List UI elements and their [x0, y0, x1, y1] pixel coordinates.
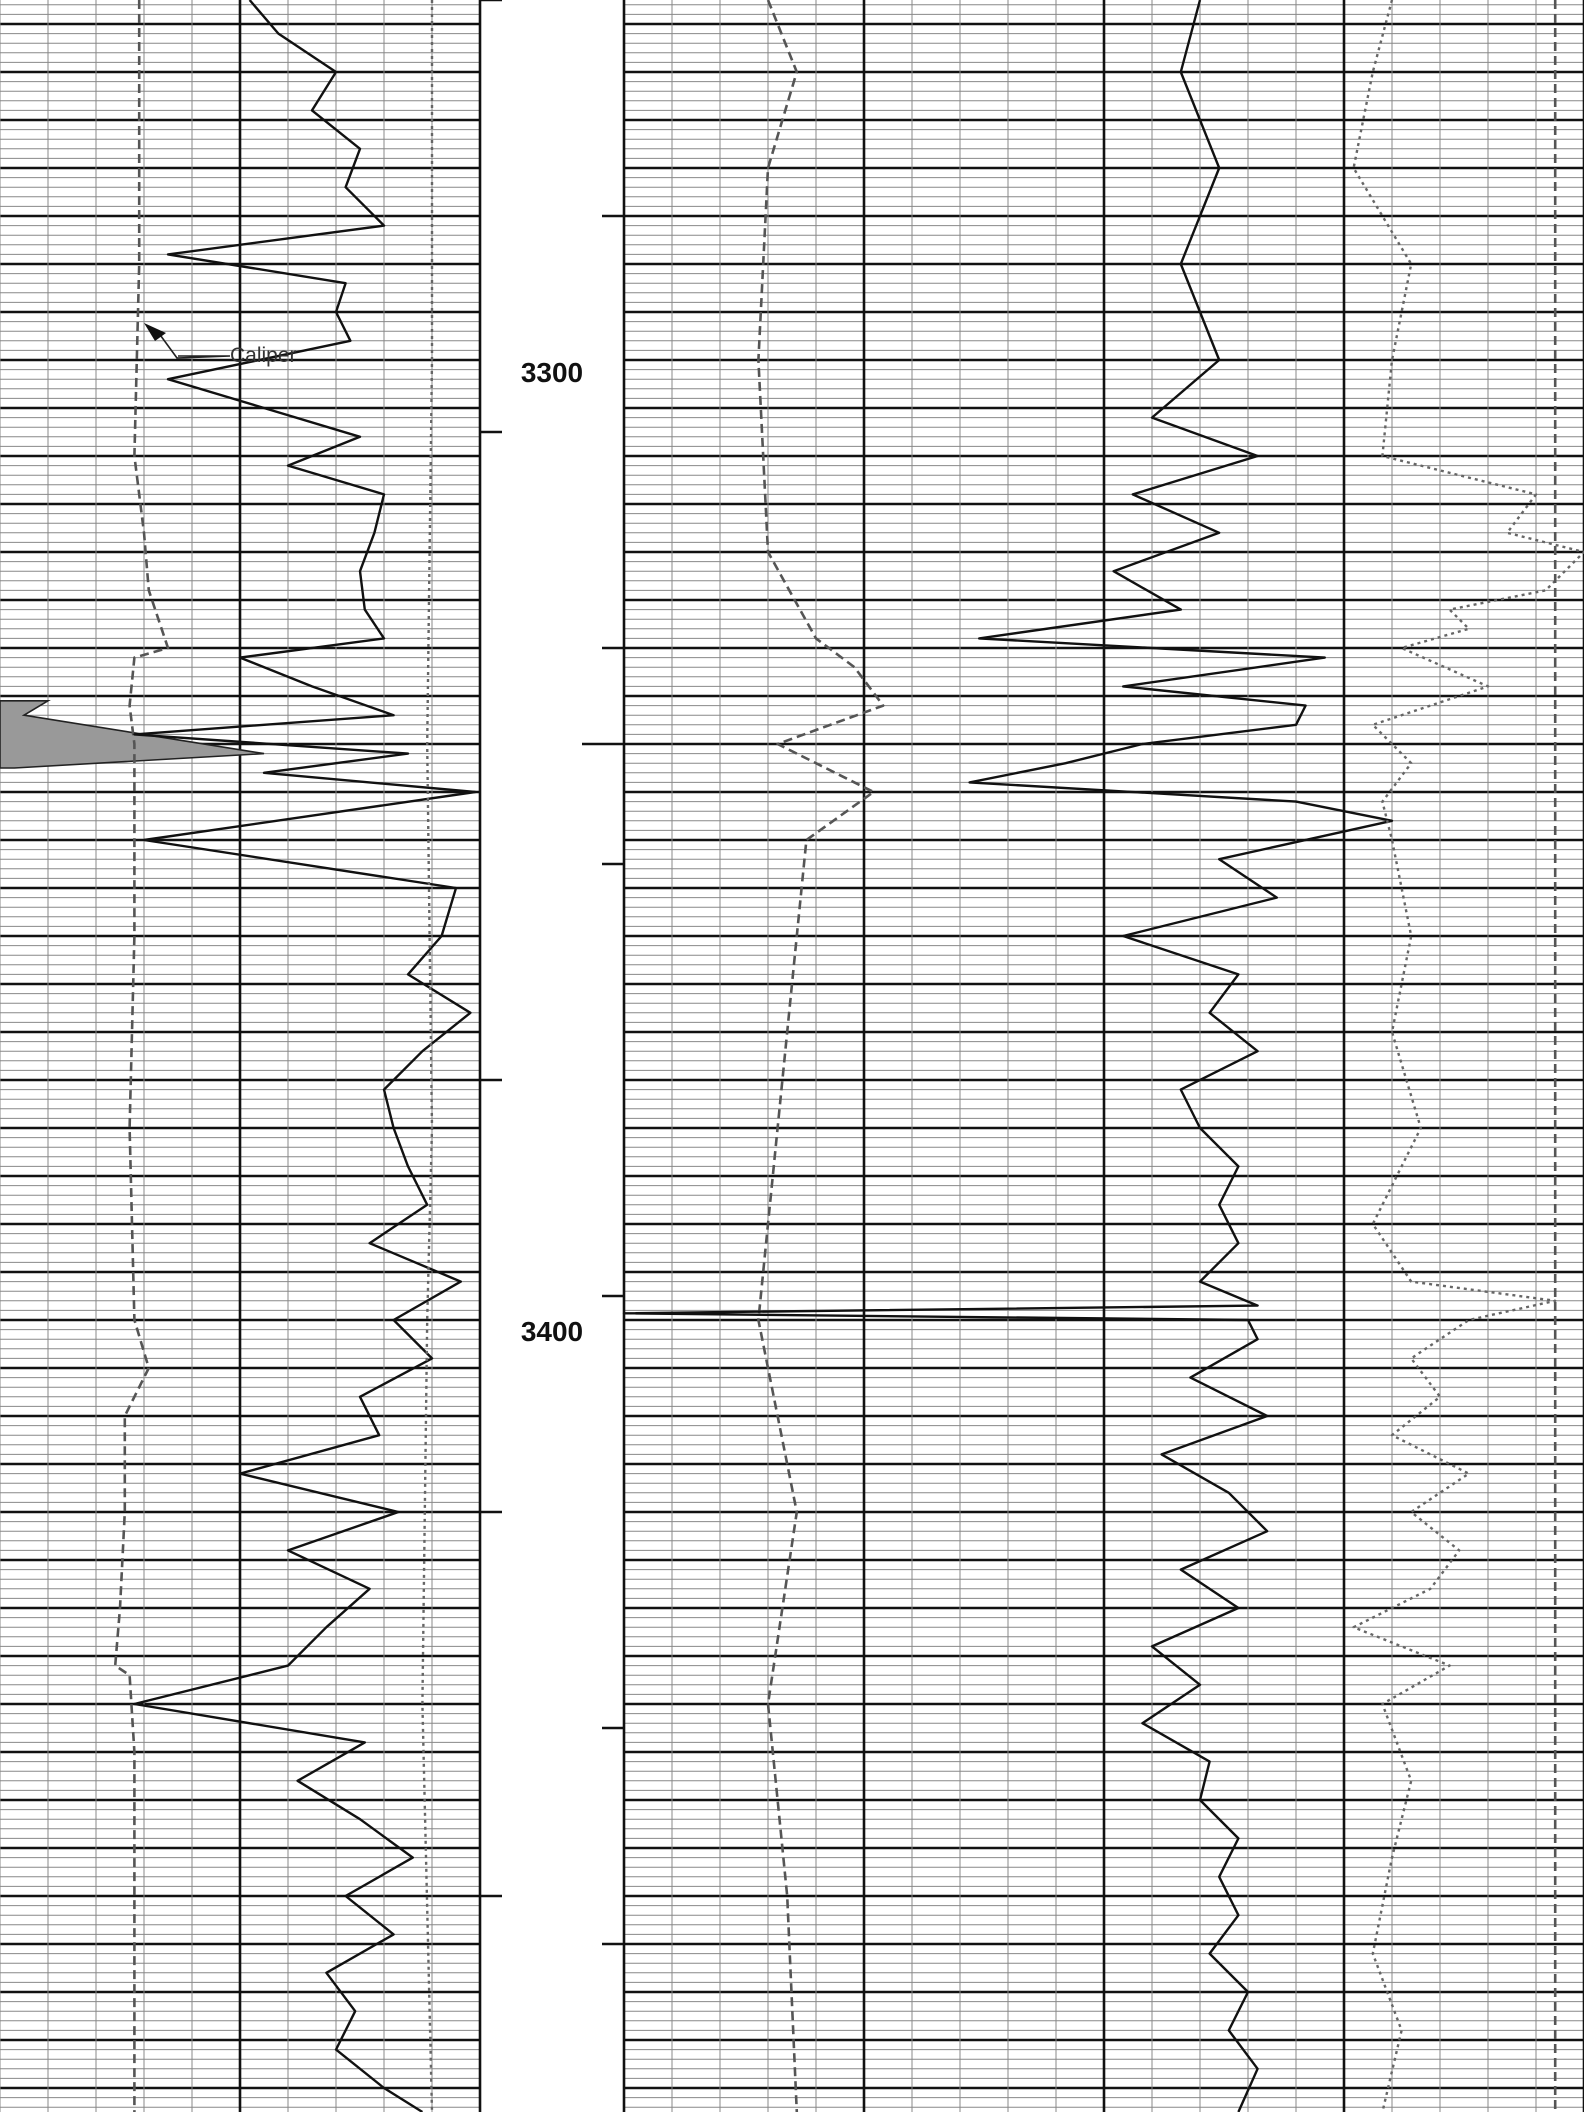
log-curve-right-dashed-4: [757, 0, 885, 2112]
caliper-annotation: Caliper: [144, 323, 297, 367]
curve-caliper: [113, 0, 170, 2112]
log-curve-left-dotted-2: [421, 0, 434, 2112]
log-curve-right-solid-5: [622, 0, 1394, 2112]
caliper-leader-line: [157, 331, 231, 359]
log-curve-right-dotted-6: [1352, 0, 1584, 2112]
caliper-label: Caliper: [230, 344, 297, 367]
depth-label-3400: 3400: [521, 1316, 583, 1347]
caliper-arrow-icon: [144, 323, 166, 341]
depth-ticks: [480, 0, 624, 1946]
curve-layer: [113, 0, 1584, 2112]
depth-label-3300: 3300: [521, 357, 583, 388]
log-curve-left-solid-1: [133, 0, 477, 2112]
